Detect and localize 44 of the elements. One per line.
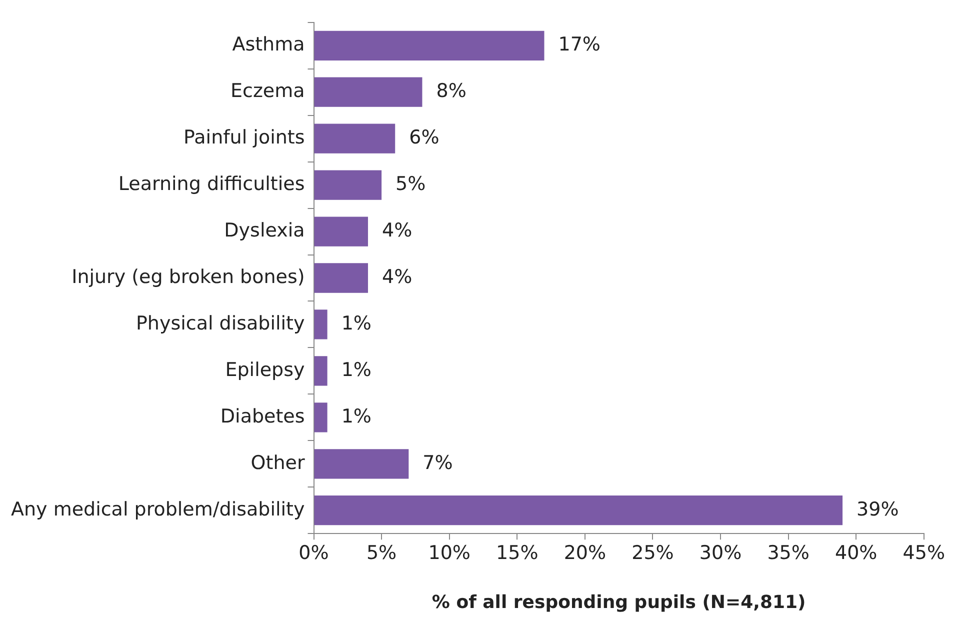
x-tick-label: 0% xyxy=(298,542,329,564)
data-label: 4% xyxy=(382,219,412,242)
data-label: 1% xyxy=(341,405,372,428)
y-tick-label: Physical disability xyxy=(136,312,305,334)
data-label: 1% xyxy=(341,312,372,334)
data-label: 17% xyxy=(558,34,600,56)
x-tick-label: 20% xyxy=(564,542,606,564)
data-label: 1% xyxy=(341,358,372,381)
x-tick-label: 15% xyxy=(496,542,538,564)
y-tick-label: Learning difficulties xyxy=(118,172,305,195)
y-tick-label: Dyslexia xyxy=(224,219,305,242)
data-label: 8% xyxy=(436,80,466,102)
x-tick-label: 40% xyxy=(834,542,878,564)
bar xyxy=(314,263,368,293)
x-tick-label: 5% xyxy=(366,542,397,564)
x-tick-label: 35% xyxy=(767,542,810,564)
x-axis-title: % of all responding pupils (N=4,811) xyxy=(432,592,806,613)
data-label: 39% xyxy=(856,498,899,520)
x-tick-label: 10% xyxy=(428,542,470,564)
y-tick-label: Painful joints xyxy=(184,126,305,149)
y-tick-label: Diabetes xyxy=(220,405,305,428)
bar xyxy=(314,310,328,340)
x-tick-label: 45% xyxy=(902,542,945,564)
data-label: 4% xyxy=(382,266,412,288)
bar xyxy=(314,216,368,246)
bar xyxy=(314,77,422,107)
y-tick-label: Injury (eg broken bones) xyxy=(72,266,305,288)
bar xyxy=(314,30,544,60)
data-label: 7% xyxy=(422,452,453,474)
y-tick-label: Epilepsy xyxy=(225,358,305,381)
y-tick-label: Other xyxy=(250,452,305,474)
data-label: 5% xyxy=(396,172,426,195)
y-tick-label: Eczema xyxy=(230,80,305,102)
y-tick-label: Any medical problem/disability xyxy=(10,498,305,520)
x-tick-label: 25% xyxy=(632,542,674,564)
bar xyxy=(314,449,409,479)
x-tick-label: 30% xyxy=(699,542,742,564)
bar xyxy=(314,170,382,200)
bar xyxy=(314,402,328,432)
bar xyxy=(314,496,843,526)
y-tick-label: Asthma xyxy=(232,34,305,56)
bar xyxy=(314,124,396,154)
data-label: 6% xyxy=(409,126,440,149)
bar xyxy=(314,356,328,386)
